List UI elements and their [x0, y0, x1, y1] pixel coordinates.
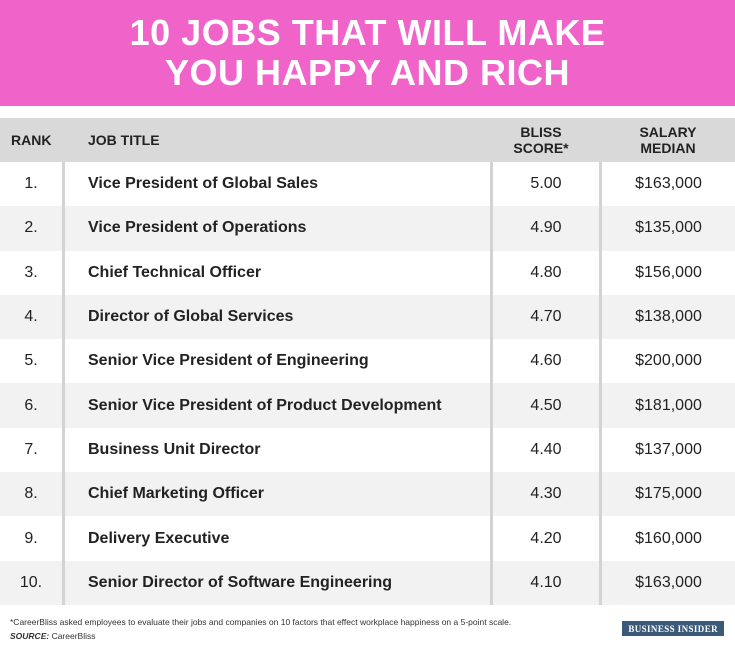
job-title-cell: Vice President of Operations	[88, 219, 307, 237]
job-title-cell: Chief Technical Officer	[88, 263, 262, 281]
title-line-1: 10 JOBS THAT WILL MAKE	[129, 12, 606, 53]
rank-cell: 9.	[24, 529, 38, 547]
salary-cell: $163,000	[635, 573, 702, 591]
job-title-cell: Director of Global Services	[88, 308, 294, 326]
table-row: 1. Vice President of Global Sales 5.00 $163…	[0, 162, 735, 207]
table-row: 9. Delivery Executive 4.20 $160,000	[0, 516, 735, 561]
bliss-score-cell: 4.20	[530, 529, 562, 547]
header-bliss-score-line1: BLISS	[520, 124, 562, 140]
column-divider-score	[599, 162, 602, 605]
header-salary-median: SALARY MEDIAN	[620, 118, 716, 162]
footer: *CareerBliss asked employees to evaluate…	[0, 605, 735, 649]
header-salary-line2: MEDIAN	[640, 140, 696, 156]
table-row: 7. Business Unit Director 4.40 $137,000	[0, 427, 735, 473]
jobs-table: RANK JOB TITLE BLISS SCORE* SALARY MEDIAN …	[0, 118, 735, 605]
bliss-score-cell: 5.00	[530, 175, 562, 193]
bliss-score-cell: 4.80	[530, 263, 562, 281]
table-body: 1. Vice President of Global Sales 5.00 $163…	[0, 162, 735, 605]
header-bliss-score-line2: SCORE*	[513, 140, 569, 156]
salary-cell: $175,000	[635, 485, 702, 503]
salary-cell: $200,000	[635, 352, 702, 370]
bliss-score-cell: 4.30	[530, 485, 562, 503]
salary-cell: $138,000	[635, 308, 702, 326]
table-row: 10. Senior Director of Software Engineeri…	[0, 560, 735, 605]
rank-cell: 2.	[24, 219, 38, 237]
job-title-cell: Delivery Executive	[88, 529, 230, 547]
rank-cell: 8.	[24, 485, 38, 503]
table-row: 2. Vice President of Operations 4.90 $135,0…	[0, 206, 735, 251]
rank-cell: 5.	[24, 352, 38, 370]
business-insider-logo: BUSINESS INSIDER	[622, 621, 724, 636]
rank-cell: 6.	[24, 396, 38, 414]
rank-cell: 4.	[24, 308, 38, 326]
table-header: RANK JOB TITLE BLISS SCORE* SALARY MEDIAN	[0, 118, 735, 162]
header-salary-line1: SALARY	[639, 124, 697, 140]
header-job-title: JOB TITLE	[88, 132, 160, 148]
salary-cell: $160,000	[635, 529, 702, 547]
header-rank: RANK	[11, 132, 52, 148]
table-row: 6. Senior Vice President of Product Devel…	[0, 383, 735, 428]
bliss-score-cell: 4.40	[530, 440, 562, 458]
salary-cell: $137,000	[635, 440, 702, 458]
salary-cell: $163,000	[635, 175, 702, 193]
rank-cell: 1.	[24, 175, 38, 193]
table-row: 8. Chief Marketing Officer 4.30 $175,000	[0, 472, 735, 517]
bliss-score-cell: 4.70	[530, 308, 562, 326]
job-title-cell: Vice President of Global Sales	[88, 175, 319, 193]
bliss-score-cell: 4.60	[530, 352, 562, 370]
table-row: 5. Senior Vice President of Engineering 4.…	[0, 339, 735, 384]
rank-cell: 10.	[19, 573, 43, 591]
header-bliss-score: BLISS SCORE*	[493, 118, 589, 162]
job-title-cell: Senior Vice President of Product Develop…	[88, 396, 442, 414]
title-line-2: YOU HAPPY AND RICH	[164, 52, 571, 93]
table-row: 4. Director of Global Services 4.70 $138,00…	[0, 294, 735, 340]
job-title-cell: Chief Marketing Officer	[88, 485, 265, 503]
salary-cell: $135,000	[635, 219, 702, 237]
job-title-cell: Business Unit Director	[88, 440, 261, 458]
title-banner: 10 JOBS THAT WILL MAKE YOU HAPPY AND RIC…	[0, 0, 735, 106]
salary-cell: $156,000	[635, 263, 702, 281]
bliss-score-cell: 4.10	[530, 573, 562, 591]
rank-cell: 7.	[24, 440, 38, 458]
job-title-cell: Senior Director of Software Engineering	[88, 573, 393, 591]
column-divider-rank	[62, 162, 65, 605]
source-value: CareerBliss	[49, 631, 96, 641]
footnote: *CareerBliss asked employees to evaluate…	[10, 617, 512, 627]
rank-cell: 3.	[24, 263, 38, 281]
source-label: SOURCE:	[10, 631, 50, 641]
bliss-score-cell: 4.50	[530, 396, 562, 414]
bliss-score-cell: 4.90	[530, 219, 562, 237]
source-line: SOURCE: CareerBliss	[10, 631, 96, 641]
salary-cell: $181,000	[635, 396, 702, 414]
job-title-cell: Senior Vice President of Engineering	[88, 352, 369, 370]
column-divider-job	[490, 162, 493, 605]
table-row: 3. Chief Technical Officer 4.80 $156,000	[0, 250, 735, 295]
